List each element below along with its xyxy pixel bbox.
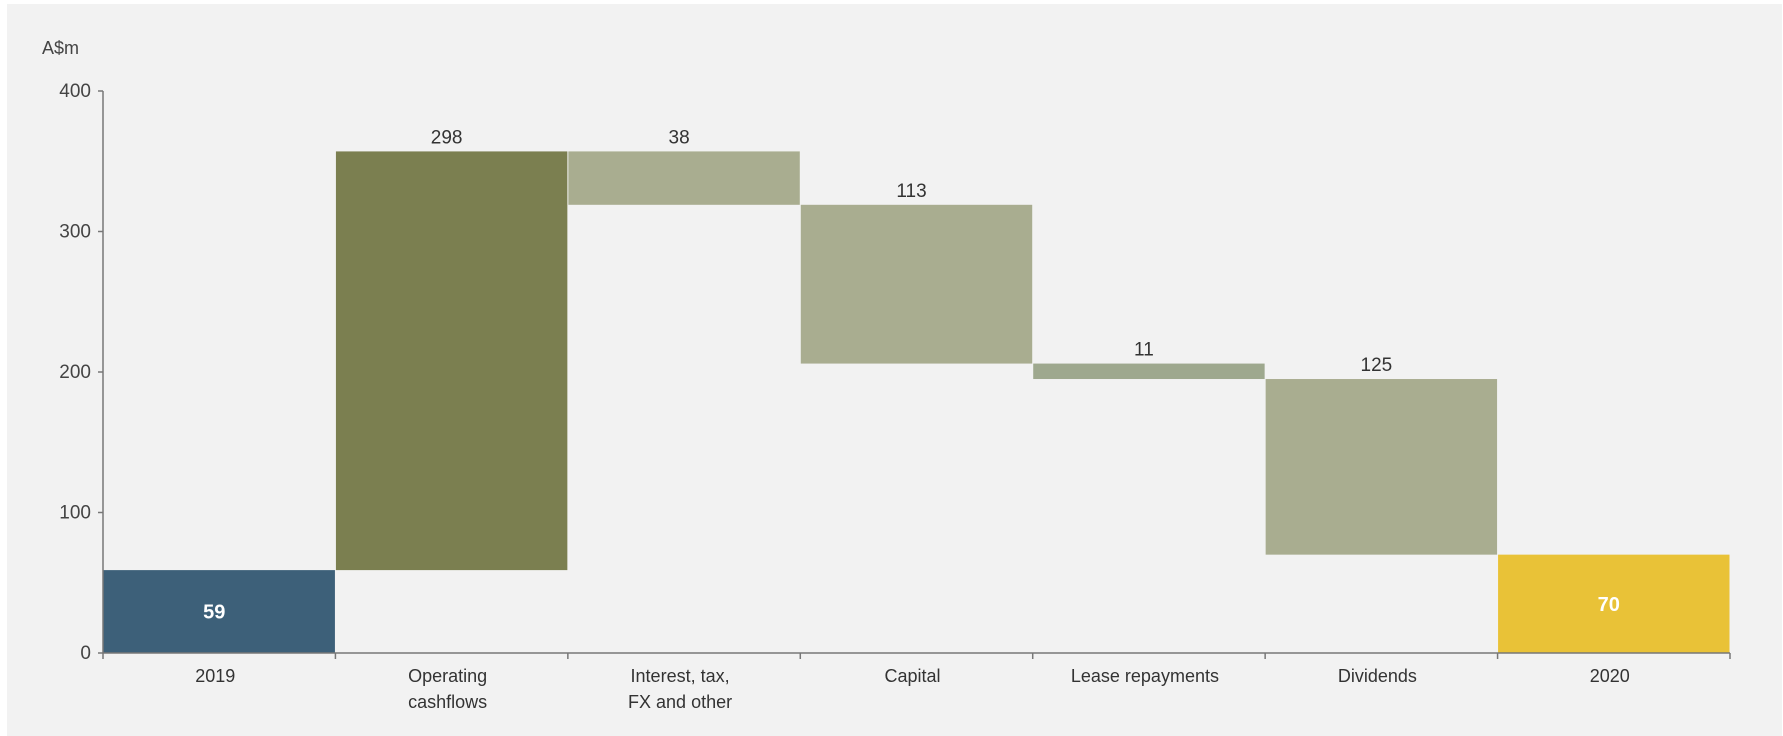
bar-5 bbox=[1265, 379, 1498, 555]
y-tick-label-4: 400 bbox=[59, 81, 91, 102]
x-tick-label-4: Lease repayments bbox=[1071, 666, 1219, 686]
value-label-2: 38 bbox=[669, 127, 690, 148]
y-axis-unit-label: A$m bbox=[42, 38, 79, 58]
value-label-6: 70 bbox=[1598, 594, 1620, 616]
y-tick-label-3: 300 bbox=[59, 222, 91, 243]
x-tick-label-0: 2019 bbox=[195, 666, 235, 686]
y-tick-label-0: 0 bbox=[80, 643, 91, 664]
y-tick-label-1: 100 bbox=[59, 503, 91, 524]
bar-1 bbox=[335, 151, 568, 571]
value-label-1: 298 bbox=[431, 127, 463, 148]
bar-2 bbox=[568, 151, 800, 205]
x-tick-label-2: Interest, tax, FX and other bbox=[628, 666, 732, 712]
x-tick-label-5: Dividends bbox=[1338, 666, 1417, 686]
value-label-3: 113 bbox=[896, 181, 926, 202]
x-tick-label-6: 2020 bbox=[1590, 666, 1630, 686]
value-label-5: 125 bbox=[1361, 355, 1393, 376]
chart-panel: 59 298 38 113 11 125 70 0 100 200 300 400 A$m 2019 Ope… bbox=[7, 4, 1782, 736]
y-tick-label-2: 200 bbox=[59, 362, 91, 383]
bar-4 bbox=[1033, 363, 1265, 380]
bar-0 bbox=[103, 570, 335, 653]
value-label-0: 59 bbox=[203, 602, 225, 624]
x-tick-label-1: Operating cashflows bbox=[408, 666, 487, 712]
bar-6 bbox=[1498, 554, 1730, 653]
bar-3 bbox=[800, 204, 1033, 364]
value-label-4: 11 bbox=[1134, 340, 1154, 361]
x-tick-label-3: Capital bbox=[884, 666, 940, 686]
waterfall-chart: 59 298 38 113 11 125 70 0 100 200 300 400 A$m 2019 Ope… bbox=[42, 38, 1731, 712]
